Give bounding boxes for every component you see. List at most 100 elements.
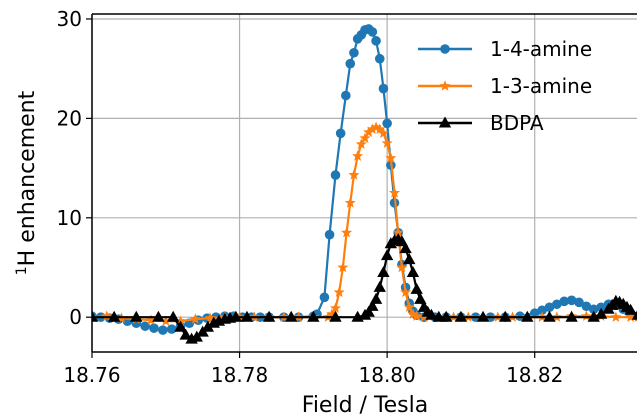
data-point-1-3-amine-6 [175,315,187,326]
data-point-1-3-amine-28 [366,123,378,135]
series-1-3-amine [92,121,637,326]
tick-labels: 18.76 18.78 18.80 18.82 0 10 20 30 [57,7,564,387]
data-point-1-3-amine-27 [363,126,375,137]
data-point-1-3-amine-30 [374,123,386,135]
legend-label-1-3-amine: 1-3-amine [490,74,592,98]
data-point-bdpa-24 [366,299,379,311]
data-point-bdpa-36 [410,282,423,294]
axes [91,13,637,353]
data-point-bdpa-40 [425,308,438,320]
data-point-bdpa-35 [406,265,420,278]
legend-marker-bdpa [438,116,452,128]
data-point-bdpa-19 [307,310,320,322]
data-point-bdpa-57 [624,303,637,315]
data-point-bdpa-33 [399,242,412,254]
data-point-1-3-amine-24 [352,150,364,161]
data-point-1-3-amine-4 [145,314,157,325]
data-point-bdpa-15 [229,310,243,322]
data-point-1-4-amine-66 [596,302,606,313]
data-point-1-3-amine-34 [389,187,401,198]
x-tick-label-0: 18.76 [63,363,120,387]
data-point-bdpa-44 [476,310,490,322]
x-tick-label-3: 18.82 [506,363,563,387]
series-group [92,24,637,344]
data-point-bdpa-27 [377,265,390,278]
data-point-bdpa-16 [240,310,254,322]
data-point-1-3-amine-19 [333,286,345,298]
data-point-1-4-amine-58 [537,305,547,316]
data-point-1-3-amine-5 [160,315,172,326]
data-point-1-4-amine-6 [140,321,150,331]
data-point-bdpa-18 [285,310,298,322]
data-point-1-3-amine-55 [625,311,637,322]
data-point-1-3-amine-38 [403,301,415,312]
y-axis-label: 1H enhancement [14,90,40,275]
data-point-1-4-amine-29 [341,90,351,101]
data-point-1-3-amine-8 [204,312,216,323]
data-point-1-4-amine-7 [149,323,159,333]
data-point-1-3-amine-25 [355,138,367,149]
data-point-bdpa-23 [362,305,375,317]
data-point-bdpa-6 [179,328,192,340]
series-bdpa [92,233,637,344]
data-point-bdpa-28 [380,249,394,261]
data-point-1-4-amine-62 [566,295,577,306]
data-point-bdpa-42 [439,310,453,322]
data-point-1-3-amine-26 [359,132,371,143]
legend-marker-1-3-amine [439,80,451,91]
y-tick-label-2: 20 [57,106,82,130]
data-point-bdpa-25 [369,292,383,304]
data-point-1-4-amine-64 [581,301,592,312]
data-point-1-4-amine-9 [166,324,177,334]
data-point-1-3-amine-1 [101,310,113,321]
legend-item-1-3-amine: 1-3-amine [418,74,592,98]
data-point-1-4-amine-63 [574,297,584,308]
data-point-1-4-amine-26 [324,229,335,240]
data-point-bdpa-34 [403,253,416,265]
data-point-bdpa-10 [201,320,215,332]
legend-item-bdpa: BDPA [418,111,544,135]
data-point-1-4-amine-25 [319,292,330,303]
data-point-1-3-amine-39 [407,308,419,319]
data-point-1-4-amine-8 [158,325,168,335]
data-point-bdpa-50 [594,307,608,319]
y-axis-label-main: H enhancement [15,90,40,266]
x-tick-label-1: 18.78 [211,363,268,387]
data-point-bdpa-20 [329,310,342,322]
data-point-1-4-amine-28 [335,128,346,139]
data-point-1-3-amine-22 [344,197,356,208]
data-point-bdpa-17 [262,310,276,322]
data-point-1-3-amine-37 [400,286,412,298]
data-point-bdpa-46 [521,310,534,322]
legend-label-bdpa: BDPA [490,111,544,135]
data-point-bdpa-45 [499,310,512,322]
data-point-1-3-amine-18 [329,302,341,313]
series-line-1-3-amine [92,126,637,323]
data-point-1-4-amine-27 [330,170,341,180]
data-point-bdpa-1 [107,310,121,322]
data-point-bdpa-43 [454,310,468,322]
legend: 1-4-amine 1-3-amine BDPA [418,37,592,135]
data-point-bdpa-4 [166,310,180,322]
data-point-1-4-amine-36 [367,27,378,37]
series-1-4-amine [92,24,637,335]
data-point-1-4-amine-38 [374,53,385,64]
data-point-1-4-amine-60 [552,299,562,310]
data-point-bdpa-0 [92,310,99,322]
data-point-1-3-amine-35 [392,226,404,238]
series-line-bdpa [92,238,637,341]
data-point-1-3-amine-32 [381,137,393,148]
data-point-bdpa-47 [543,310,556,322]
data-point-1-3-amine-20 [337,261,349,273]
data-point-1-4-amine-59 [544,302,555,313]
data-point-1-3-amine-52 [580,310,592,321]
data-point-1-4-amine-31 [349,47,359,58]
data-point-bdpa-8 [190,330,203,342]
data-point-bdpa-37 [414,292,427,304]
data-point-1-3-amine-54 [610,311,622,322]
y-tick-label-0: 0 [69,305,82,329]
y-tick-label-1: 10 [57,206,82,230]
legend-item-1-4-amine: 1-4-amine [418,37,592,61]
y-axis-label-superscript: 1 [14,266,30,275]
